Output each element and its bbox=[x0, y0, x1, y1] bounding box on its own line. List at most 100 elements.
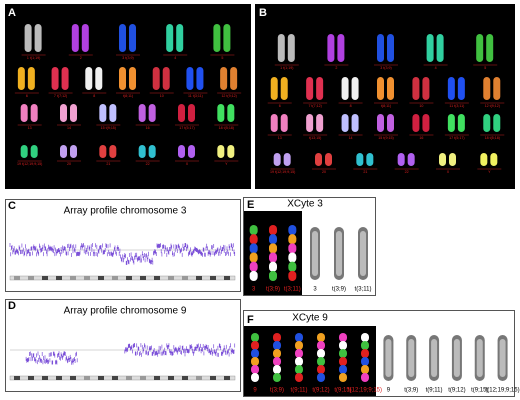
chromosome bbox=[273, 373, 281, 382]
chromosome bbox=[287, 34, 295, 62]
chromosome bbox=[295, 333, 303, 342]
chromosome bbox=[178, 145, 185, 158]
panel-letter: A bbox=[8, 7, 16, 19]
chromosome bbox=[412, 114, 420, 132]
chromosome bbox=[339, 341, 347, 350]
chromosome-label: t(9;11) bbox=[426, 388, 443, 394]
chromosome bbox=[447, 114, 455, 132]
chromosome bbox=[249, 252, 258, 263]
chromosome bbox=[341, 114, 349, 132]
panel-letter: C bbox=[8, 200, 16, 212]
chromosome bbox=[81, 24, 89, 52]
chromosome bbox=[273, 357, 281, 366]
chromosome bbox=[317, 373, 325, 382]
ideogram-band bbox=[168, 376, 174, 380]
chromosome bbox=[361, 373, 369, 382]
karyotype-label: 7 t(7;12) bbox=[308, 104, 321, 108]
chromosome bbox=[387, 34, 394, 62]
chromosome bbox=[273, 349, 281, 358]
probe-signal bbox=[25, 343, 236, 365]
ideogram-band bbox=[126, 376, 132, 380]
chromosome bbox=[162, 67, 170, 90]
chromosome bbox=[213, 24, 221, 52]
karyotype-label: 11 t(3;11) bbox=[188, 94, 203, 98]
ideogram-band bbox=[56, 376, 62, 380]
karyotype-label: 14 bbox=[349, 136, 353, 140]
chromosome bbox=[480, 153, 488, 166]
chromosome bbox=[422, 114, 430, 132]
karyotype-label: 14 bbox=[67, 126, 71, 130]
chromosome bbox=[339, 365, 347, 374]
chromosome bbox=[166, 24, 174, 52]
ideogram-band bbox=[14, 276, 20, 280]
chromosome bbox=[317, 341, 325, 350]
chromosome bbox=[230, 67, 238, 90]
chromosome bbox=[20, 104, 28, 122]
chromosome bbox=[493, 114, 501, 132]
chromosome bbox=[315, 153, 322, 166]
karyotype-label: 8 bbox=[350, 104, 352, 108]
ideogram-band bbox=[210, 276, 216, 280]
chromosome bbox=[339, 373, 347, 382]
ideogram-band bbox=[224, 376, 230, 380]
chromosome bbox=[217, 104, 225, 122]
panel-a-bg bbox=[5, 4, 251, 189]
chromosome bbox=[436, 34, 444, 62]
ideogram bbox=[9, 375, 236, 381]
chromosome bbox=[295, 341, 303, 350]
chromosome bbox=[361, 333, 369, 342]
karyotype-label: 1 t(1;19) bbox=[27, 56, 40, 60]
chromosome bbox=[483, 114, 491, 132]
chromosome bbox=[269, 252, 277, 263]
chromosome bbox=[366, 153, 374, 166]
chromosome-label: 9 bbox=[387, 388, 391, 394]
chromosome bbox=[431, 339, 438, 377]
chromosome bbox=[387, 114, 394, 132]
chromosome bbox=[360, 231, 366, 276]
chromosome bbox=[95, 67, 103, 90]
karyotype-label: 17 t(5;17) bbox=[449, 136, 464, 140]
chromosome bbox=[178, 104, 185, 122]
chromosome bbox=[361, 357, 369, 366]
chromosome bbox=[387, 77, 394, 100]
chromosome bbox=[280, 114, 288, 132]
panel-title: XCyte 9 bbox=[292, 313, 328, 324]
karyotype-label: 17 t(5;17) bbox=[179, 126, 194, 130]
panel-letter: D bbox=[8, 300, 16, 312]
ideogram-band bbox=[56, 276, 62, 280]
chromosome bbox=[316, 77, 324, 100]
chromosome bbox=[457, 114, 465, 132]
chromosome bbox=[251, 349, 259, 358]
karyotype-label: 13 bbox=[278, 136, 282, 140]
chromosome bbox=[129, 67, 136, 90]
chromosome bbox=[249, 261, 258, 272]
chromosome bbox=[377, 77, 384, 100]
chromosome bbox=[227, 145, 235, 158]
panel-letter: F bbox=[247, 314, 254, 326]
chromosome bbox=[273, 333, 281, 342]
chromosome bbox=[17, 67, 25, 90]
chromosome bbox=[196, 67, 204, 90]
karyotype-label: Y bbox=[225, 162, 228, 166]
karyotype-label: 12 t(9;12) bbox=[485, 104, 500, 108]
ideogram-band bbox=[70, 276, 76, 280]
panel-title: Array profile chromosome 3 bbox=[64, 206, 187, 217]
chromosome bbox=[138, 104, 146, 122]
chromosome bbox=[476, 339, 483, 377]
karyotype-label: 3 t(3;9) bbox=[122, 56, 133, 60]
chromosome bbox=[249, 225, 258, 236]
chromosome bbox=[269, 234, 277, 245]
chromosome bbox=[476, 34, 484, 62]
chromosome bbox=[269, 243, 277, 254]
chromosome-label: t(12;19;9;15) bbox=[348, 388, 382, 394]
chromosome-label: t(3;11) bbox=[284, 287, 301, 293]
chromosome bbox=[317, 333, 325, 342]
ideogram-band bbox=[14, 376, 20, 380]
chromosome bbox=[316, 114, 324, 132]
chromosome bbox=[148, 145, 156, 158]
chromosome-label: t(9;12) bbox=[312, 388, 329, 394]
ideogram-band bbox=[196, 276, 202, 280]
ideogram-band bbox=[28, 376, 34, 380]
karyotype-label: 3 t(3;9) bbox=[380, 66, 391, 70]
